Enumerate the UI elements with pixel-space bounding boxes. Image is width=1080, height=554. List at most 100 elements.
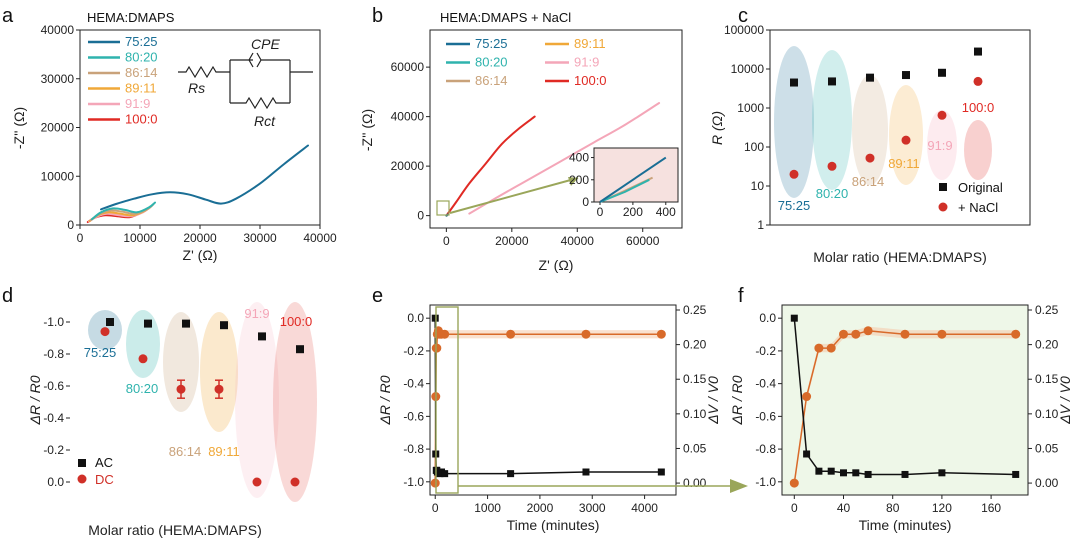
legend-label-ac: AC [95, 455, 113, 470]
panel-b-inset: 0 200 400 0 200 400 [569, 147, 679, 219]
panel-f-y2tick-label-0: 0.00 [1035, 476, 1059, 490]
nacl-point-100-0 [973, 76, 983, 86]
panel-e-ytick-label-1: -0.2 [403, 344, 424, 358]
panel-e: e 0 1000 2000 3000 4000 0.0 -0.2 -0.4 -0.6 -0.8 -1… [372, 285, 748, 533]
ac-point-80-20 [144, 319, 152, 328]
panel-f-dv-point-2 [814, 343, 824, 353]
panel-f-series [789, 314, 1021, 488]
panel-f-ytick-label-2: -0.4 [755, 377, 776, 391]
panel-e-ytick-label-3: -0.6 [403, 409, 424, 423]
legend-label-91-9: 91:9 [574, 55, 599, 70]
zoom-region-box [436, 200, 450, 216]
panel-e-y2tick-label-0: 0.00 [683, 476, 707, 490]
panel-e-series [430, 314, 666, 488]
rct-resistor-symbol [230, 96, 290, 110]
panel-d-category-labels: 75:25 80:20 86:14 89:11 91:9 100:0 [84, 306, 313, 459]
panel-e-ticks: 0 1000 2000 3000 4000 0.0 -0.2 -0.4 -0.6 -0.8 -1.0… [403, 303, 706, 515]
ellipse-86-14 [163, 312, 199, 412]
panel-e-dv-point-12 [656, 329, 666, 339]
category-label-80-20: 80:20 [816, 186, 849, 201]
ellipse-80-20 [812, 50, 852, 190]
nacl-point-91-9 [937, 110, 947, 120]
category-label-75-25: 75:25 [778, 198, 811, 213]
panel-f-dr-point-9 [1012, 470, 1020, 478]
panel-f-dr-line [793, 318, 1016, 476]
panel-e-y2tick-label-3: 0.15 [683, 372, 707, 386]
dc-point-75-25 [100, 327, 110, 337]
panel-e-dr-line [434, 318, 662, 475]
panel-d-ytick-label-3: -0.4 [43, 411, 64, 425]
panel-f-xlabel: Time (minutes) [859, 517, 952, 533]
ellipse-91-9 [235, 302, 279, 498]
panel-e-dv-point-3 [432, 343, 442, 353]
panel-e-dv-point-10 [506, 329, 516, 339]
circuit-wire-right [289, 60, 313, 103]
panel-f-dr-point-0 [790, 314, 798, 322]
inset-ticks: 0 200 400 0 200 400 [569, 151, 676, 219]
panel-e-y2tick-label-4: 0.20 [683, 338, 707, 352]
panel-f-dv-point-8 [937, 329, 947, 339]
legend-label-dc: DC [95, 472, 114, 487]
category-label-86-14: 86:14 [169, 444, 202, 459]
category-label-91-9: 91:9 [927, 138, 952, 153]
panel-e-ytick-label-0: 0.0 [407, 311, 424, 325]
ellipse-86-14 [852, 75, 888, 185]
panel-c: c 1 10 100 1000 10000 100000 75:25 80:2086:148… [709, 5, 1031, 265]
panel-d-ytick-label-0: -1.0 [43, 315, 64, 329]
panel-e-xtick-label-2: 2000 [527, 501, 554, 515]
panel-f-y2tick-label-4: 0.20 [1035, 338, 1059, 352]
original-point-75-25 [790, 78, 798, 87]
panel-d-points [100, 318, 304, 487]
category-label-89-11: 89:11 [888, 156, 920, 171]
panel-b-series-91-9 [468, 102, 661, 215]
panel-c-ytick-label-0: 1 [757, 218, 764, 232]
panel-a-series-75-25 [100, 144, 309, 211]
panel-b-xlabel: Z' (Ω) [539, 257, 574, 273]
panel-f-dv-point-1 [802, 392, 812, 402]
legend-label-100-0: 100:0 [574, 73, 607, 88]
panel-a-title: HEMA:DMAPS [87, 10, 175, 25]
category-label-100-0: 100:0 [280, 314, 313, 329]
panel-c-ticks: 1 10 100 1000 10000 100000 [724, 23, 770, 232]
panel-b-ylabel: -Z'' (Ω) [359, 109, 375, 151]
panel-f-ytick-label-4: -0.8 [755, 442, 776, 456]
panel-e-y2label: ΔV / V0 [705, 376, 721, 425]
panel-a-xlabel: Z' (Ω) [183, 247, 218, 263]
panel-c-ytick-label-4: 10000 [731, 62, 765, 76]
legend-label-89-11: 89:11 [574, 36, 606, 51]
panel-a-xtick-label-4: 40000 [303, 231, 337, 245]
panel-f-dr-point-3 [827, 467, 835, 475]
panel-e-xtick-label-3: 3000 [579, 501, 606, 515]
panel-f-ticks: 0 40 80 120 160 0.0 -0.2 -0.4 -0.6 -0.8 -1.0 0.00 0.… [755, 303, 1058, 515]
panel-e-dr-point-10 [507, 470, 515, 478]
panel-f-dv-point-7 [900, 329, 910, 339]
legend-label-89-11: 89:11 [125, 81, 157, 96]
panel-f-ytick-label-3: -0.6 [755, 409, 776, 423]
panel-label-f: f [738, 285, 744, 307]
panel-f-dr-point-7 [901, 470, 909, 478]
panel-f: f 0 40 80 120 160 0.0 -0.2 -0.4 -0.6 -0.8 -1.0 0.00… [729, 285, 1073, 533]
panel-a-ytick-label-3: 30000 [41, 72, 75, 86]
panel-d-xlabel: Molar ratio (HEMA:DMAPS) [88, 522, 261, 538]
panel-f-y2tick-label-2: 0.10 [1035, 407, 1059, 421]
panel-e-dv-band [435, 326, 662, 488]
panel-e-dr-point-9 [441, 470, 449, 478]
category-label-86-14: 86:14 [852, 174, 885, 189]
panel-f-xtick-label-4: 160 [981, 501, 1001, 515]
panel-a-series-80-20 [91, 201, 156, 221]
nacl-point-86-14 [865, 153, 875, 163]
panel-f-dr-point-6 [864, 470, 872, 478]
zoom-arrow-head [730, 479, 748, 493]
panel-label-c: c [738, 5, 748, 27]
panel-e-ytick-label-5: -1.0 [403, 475, 424, 489]
panel-e-dr-point-0 [431, 314, 439, 322]
panel-f-dv-point-6 [863, 326, 873, 336]
panel-b-series-100-0 [445, 115, 536, 217]
panel-c-ylabel: R (Ω) [709, 111, 725, 145]
category-label-89-11: 89:11 [208, 444, 240, 459]
panel-e-ylabel: ΔR / R0 [377, 375, 393, 425]
panel-b-title: HEMA:DMAPS + NaCl [440, 10, 571, 25]
